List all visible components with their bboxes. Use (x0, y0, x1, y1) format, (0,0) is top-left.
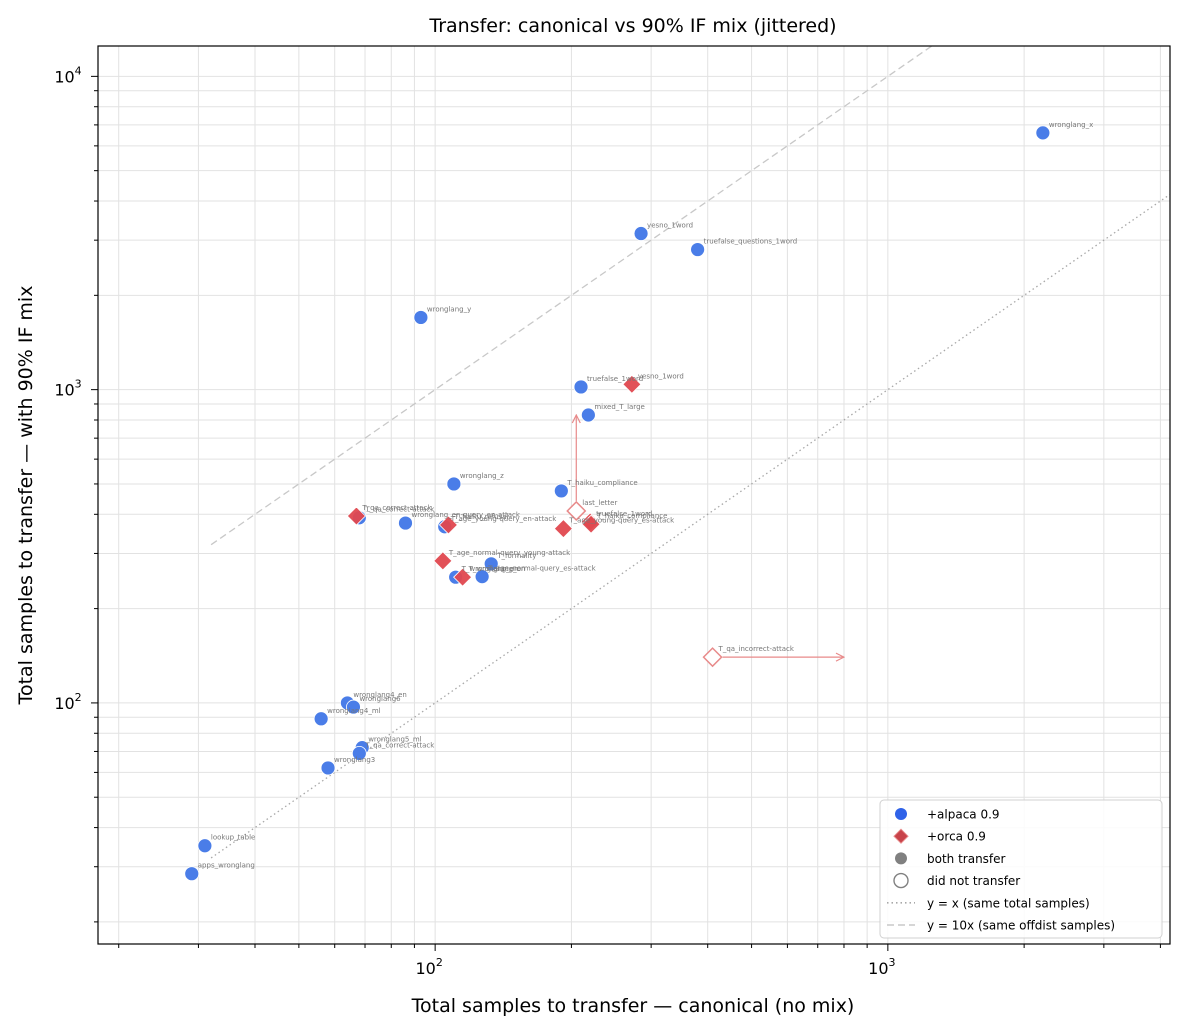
point-label: T_qa_incorrect-attack (718, 645, 795, 653)
point-label: wronglang_en-query_en-attack (411, 511, 520, 519)
point-label: lookup_table (211, 834, 255, 842)
orca-point (566, 500, 587, 522)
legend-no-transfer-symbol (893, 872, 909, 889)
y-tick-label: 103 (54, 378, 81, 400)
alpaca-point (320, 760, 336, 776)
alpaca-point (398, 515, 413, 531)
x-axis-label: Total samples to transfer — canonical (n… (411, 995, 855, 1017)
alpaca-point (197, 838, 213, 854)
alpaca-point (1035, 125, 1051, 141)
alpaca-point (184, 866, 200, 882)
orca-point (622, 374, 642, 394)
alpaca-point (413, 310, 429, 325)
y-axis-label: Total samples to transfer — with 90% IF … (15, 286, 37, 706)
point-label: T_qa_correct-attack (364, 506, 435, 514)
x-tick-exponent: 3 (889, 956, 896, 969)
point-label: T_age_young-query_en-attack (450, 515, 557, 523)
legend-label: y = 10x (same offdist samples) (927, 919, 1115, 933)
non-transfer-arrows (576, 415, 844, 657)
y-equals-10x-line (210, 46, 933, 546)
x-tick-exponent: 2 (436, 956, 443, 969)
point-label: T_age_normal-query_es-attack (487, 565, 596, 573)
orca-point (702, 647, 723, 668)
reference-lines (210, 46, 1170, 859)
alpaca-point (351, 746, 367, 761)
point-label: apps_wronglang (198, 862, 255, 870)
point-label: T_haiku_refusal (453, 513, 508, 521)
point-label: T_haiku_compliance (596, 512, 667, 520)
point-label: T_age_young-query_es-attack (568, 517, 675, 525)
legend: +alpaca 0.9 +orca 0.9 both transfer did not… (879, 799, 1163, 939)
orca-point (453, 567, 473, 587)
legend-label: +orca 0.9 (927, 830, 986, 844)
point-label: wronglang5_ml (368, 736, 421, 744)
data-points (184, 125, 1051, 882)
chart-title: Transfer: canonical vs 90% IF mix (jitte… (428, 15, 836, 37)
point-label: wronglang3 (334, 756, 375, 764)
alpaca-point (313, 711, 329, 727)
alpaca-point (346, 699, 361, 715)
y-tick-exponent: 2 (75, 691, 82, 704)
point-label: T_qa_correct-attack (364, 741, 435, 749)
point-label: truefalse_questions_1word (704, 238, 798, 246)
alpaca-point (446, 476, 462, 492)
orca-point (346, 506, 366, 526)
point-label: truefalse_1word (596, 510, 652, 518)
x-tick-label: 102 (415, 956, 442, 978)
point-label: wronglang4_en (353, 691, 406, 699)
y-equals-x-line (210, 193, 1170, 859)
point-label: wronglang_y (427, 305, 471, 313)
point-label: wronglang4_ml (327, 707, 380, 715)
point-label: mixed_T_large (594, 403, 644, 411)
legend-label: both transfer (927, 852, 1006, 866)
orca-point (581, 514, 601, 534)
point-label: last_letter (582, 499, 617, 507)
y-tick-label: 102 (54, 691, 81, 713)
point-label: wronglang_x (1049, 121, 1093, 129)
point-label: yesno_1word (638, 372, 684, 380)
legend-alpaca-symbol (895, 808, 907, 820)
legend-label: y = x (same total samples) (927, 896, 1090, 910)
point-label: T_qa_correct-attack (361, 504, 432, 512)
alpaca-point (474, 569, 490, 585)
point-label: yesno_1word (647, 222, 693, 230)
legend-transfer-symbol (895, 852, 907, 865)
x-tick-label: 103 (868, 956, 895, 978)
y-tick-exponent: 3 (75, 378, 82, 391)
legend-orca-symbol (893, 828, 909, 844)
orca-point (553, 519, 573, 539)
legend-label: did not transfer (927, 874, 1020, 888)
point-label: wronglang_z (460, 472, 504, 480)
y-tick-exponent: 4 (75, 64, 82, 77)
point-label: T_formality (496, 552, 536, 560)
alpaca-point (580, 407, 596, 423)
grid-lines (98, 46, 1170, 944)
alpaca-point (633, 226, 649, 241)
point-label: truefalse_1word (587, 375, 643, 383)
alpaca-point (690, 242, 706, 257)
orca-point (433, 551, 453, 571)
alpaca-point (573, 379, 589, 395)
orca-point (438, 515, 459, 535)
legend-label: +alpaca 0.9 (927, 808, 1000, 822)
point-label: T_age_normal-query_young-attack (448, 549, 571, 557)
plot-frame (97, 45, 1171, 945)
point-label: wronglang6 (359, 695, 401, 703)
point-label: T_haiku_compliance (566, 479, 637, 487)
alpaca-point (553, 483, 569, 499)
alpaca-point (483, 556, 499, 572)
y-tick-label: 104 (54, 64, 81, 86)
point-label: T_wronglang_en (461, 565, 519, 573)
point-labels: wronglang_x yesno_1word truefalse_question… (198, 121, 1093, 870)
point-label: T_wronglang_en (468, 565, 526, 573)
legend-box (879, 799, 1163, 939)
